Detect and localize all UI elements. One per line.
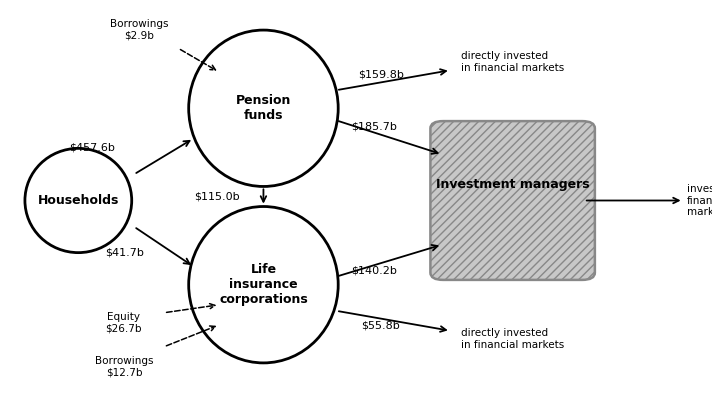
Text: Borrowings
$2.9b: Borrowings $2.9b	[110, 19, 168, 41]
Text: $41.7b: $41.7b	[105, 248, 144, 257]
Ellipse shape	[25, 148, 132, 253]
Text: directly invested
in financial markets: directly invested in financial markets	[461, 328, 565, 350]
Text: Households: Households	[38, 194, 119, 207]
Text: $55.8b: $55.8b	[362, 321, 400, 330]
Ellipse shape	[189, 30, 338, 186]
Ellipse shape	[189, 207, 338, 363]
FancyBboxPatch shape	[430, 121, 595, 280]
Text: invested in
financial
markets: invested in financial markets	[687, 184, 712, 217]
Text: $185.7b: $185.7b	[351, 122, 397, 131]
Text: $115.0b: $115.0b	[194, 192, 240, 201]
Text: Equity
$26.7b: Equity $26.7b	[105, 312, 142, 334]
Text: Borrowings
$12.7b: Borrowings $12.7b	[95, 356, 154, 378]
Text: $140.2b: $140.2b	[351, 266, 397, 275]
Text: Investment managers: Investment managers	[436, 178, 590, 191]
Text: $457.6b: $457.6b	[70, 142, 115, 152]
Text: Life
insurance
corporations: Life insurance corporations	[219, 263, 308, 306]
Text: directly invested
in financial markets: directly invested in financial markets	[461, 51, 565, 73]
Text: Pension
funds: Pension funds	[236, 94, 291, 122]
Text: $159.8b: $159.8b	[358, 70, 404, 80]
